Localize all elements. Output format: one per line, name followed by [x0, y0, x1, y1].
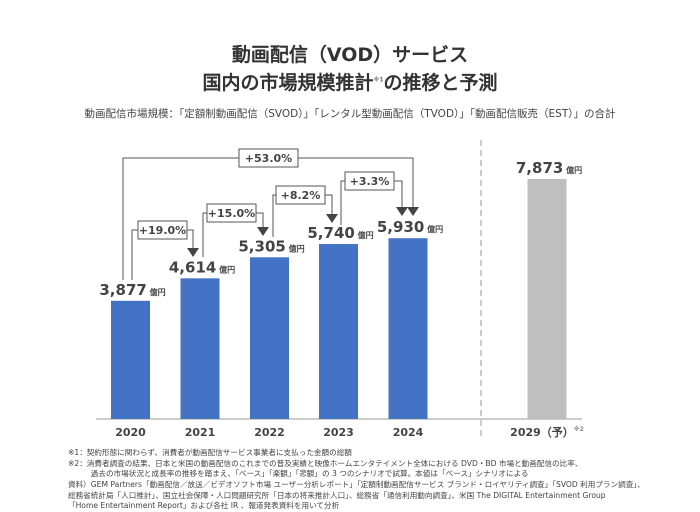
title-tail: の推移と予測: [383, 72, 498, 94]
sources: 資料）GEM Partners「動画配信／放送／ビデオソフト市場 ユーザー分析レ…: [68, 480, 645, 512]
growth-bracket-line: [122, 157, 239, 280]
value-label: 5,740 億円: [307, 224, 373, 242]
chart-subtitle: 動画配信市場規模：「定額制動画配信（SVOD）」「レンタル型動画配信（TVOD）…: [84, 108, 616, 120]
growth-label-box: [137, 220, 188, 240]
x-tick-label: 2020: [115, 426, 146, 439]
arrow-down-icon: [257, 227, 269, 236]
arrow-down-icon: [407, 207, 419, 216]
bar-2029（予）: [527, 179, 567, 419]
growth-label: +15.0%: [208, 207, 255, 220]
growth-bracket-line: [187, 229, 194, 249]
footnote: ※2：消費者調査の結果、日本と米国の動画配信のこれまでの普及実績と映像ホームエン…: [68, 458, 583, 468]
value-label: 4,614 億円: [169, 258, 235, 276]
value-label: 3,877 億円: [99, 281, 165, 299]
x-tick-label: 2021: [185, 426, 216, 439]
x-tick-label: 2029（予）※2: [510, 426, 584, 439]
source-line: 「Home Entertainment Report」および各社 IR 、報道発…: [68, 501, 340, 510]
growth-bracket-line: [394, 180, 403, 208]
bar-2024: [388, 238, 428, 419]
title-main: 国内の市場規模推計: [202, 72, 374, 94]
value-label: 5,930 億円: [377, 218, 443, 236]
growth-bracket-line: [272, 194, 276, 237]
growth-bracket-line: [298, 157, 414, 208]
growth-label-box: [344, 171, 395, 191]
chart-title-line2: 国内の市場規模推計※1の推移と予測: [0, 68, 700, 95]
arrow-down-icon: [396, 207, 408, 216]
source-line: 総務省統計局「人口推計」、国立社会保障・人口問題研究所「日本の将来推計人口」、総…: [68, 490, 606, 500]
growth-label: +19.0%: [139, 224, 186, 237]
footnotes: ※1：契約形態に関わらず、消費者が動画配信サービス事業者に支払った金額の総額 ※…: [68, 448, 582, 480]
bar-2021: [180, 278, 220, 419]
growth-bracket-line: [256, 212, 264, 228]
bar-2022: [250, 257, 289, 419]
arrow-down-icon: [187, 248, 199, 257]
growth-label-box: [238, 148, 299, 168]
x-tick-label: 2022: [254, 426, 285, 439]
growth-label: +3.3%: [350, 175, 390, 188]
growth-label: +53.0%: [245, 152, 292, 165]
growth-bracket-line: [325, 194, 333, 215]
growth-bracket-line: [202, 212, 207, 257]
growth-label-box: [206, 203, 257, 223]
value-label: 5,305 億円: [238, 237, 304, 255]
chart-title-line1: 動画配信（VOD）サービス: [231, 44, 469, 66]
growth-label-box: [275, 185, 326, 205]
title-note: ※1: [373, 76, 384, 84]
x-tick-label: 2024: [393, 426, 424, 439]
growth-label: +8.2%: [281, 189, 321, 202]
growth-bracket-line: [340, 180, 345, 225]
value-label: 7,873 億円: [516, 159, 582, 177]
bar-2020: [111, 300, 150, 419]
footnote: ※1：契約形態に関わらず、消費者が動画配信サービス事業者に支払った金額の総額: [68, 448, 352, 457]
footnote: 過去の市場状況と成長率の推移を踏まえ、「ベース」「楽観」「悲観」の 3 つのシナ…: [68, 469, 529, 478]
x-tick-label: 2023: [323, 426, 354, 439]
growth-bracket-line: [131, 229, 138, 280]
source-line: 資料）GEM Partners「動画配信／放送／ビデオソフト市場 ユーザー分析レ…: [68, 480, 645, 489]
arrow-down-icon: [326, 214, 338, 223]
bar-2023: [319, 244, 358, 419]
